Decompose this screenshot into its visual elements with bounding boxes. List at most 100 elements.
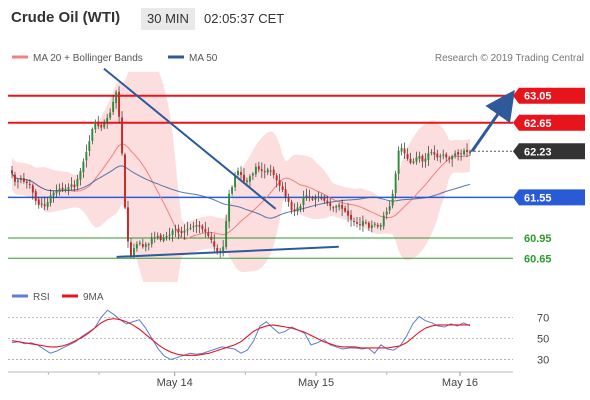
candle-body [112, 101, 115, 112]
candle-body [52, 192, 55, 196]
candle [403, 142, 406, 159]
candle-body [394, 173, 397, 194]
candle [67, 183, 70, 196]
candle [335, 204, 338, 213]
candle [448, 155, 451, 164]
candle-body [397, 150, 400, 174]
candle-body [168, 234, 171, 236]
level-label-62-23: 62.23 [524, 146, 552, 158]
candle-body [124, 154, 126, 208]
level-label-60-95: 60.95 [524, 233, 552, 245]
candle [254, 163, 257, 177]
candle-body [141, 244, 144, 247]
candle [344, 205, 347, 213]
candle-body [248, 176, 251, 182]
candle [31, 183, 34, 200]
candle-body [91, 128, 94, 141]
candle-body [314, 198, 317, 200]
candle [177, 224, 180, 240]
candle [150, 232, 153, 248]
candle-body [454, 153, 457, 156]
candle [135, 241, 138, 252]
candle-body [347, 210, 350, 216]
candle [269, 164, 272, 176]
candle [28, 179, 31, 189]
candle [385, 207, 388, 220]
candle [115, 90, 118, 109]
candle-body [335, 206, 338, 208]
candle-body [317, 196, 320, 198]
candle-body [25, 181, 28, 184]
candle-body [237, 170, 239, 175]
candle [305, 188, 308, 201]
candle-body [43, 204, 46, 207]
candle-body [251, 173, 254, 176]
candle [153, 231, 156, 243]
candle [124, 152, 126, 209]
candle [451, 154, 454, 167]
candle-body [442, 154, 445, 156]
candle [263, 164, 266, 179]
candle [350, 210, 353, 227]
candle-body [451, 156, 454, 160]
candle [454, 150, 457, 159]
candle-body [364, 222, 367, 224]
candle-body [457, 152, 460, 155]
candle-body [150, 238, 153, 245]
candle [34, 189, 37, 205]
candle [88, 135, 91, 157]
candle-body [79, 170, 82, 180]
candle-body [382, 215, 385, 227]
candle [231, 185, 234, 197]
candle-body [367, 222, 370, 228]
candle [272, 166, 275, 179]
x-tick-label: May 15 [298, 377, 334, 389]
trendline-1 [103, 67, 277, 210]
candle-body [207, 232, 210, 236]
rsi-tick-50: 50 [537, 334, 549, 346]
candle-body [144, 244, 147, 248]
candle-body [254, 166, 257, 175]
candle [409, 152, 412, 165]
candle-body [100, 124, 103, 128]
candle-body [127, 207, 129, 242]
candle [326, 195, 329, 207]
level-label-61-55: 61.55 [524, 192, 552, 204]
candle [183, 224, 186, 240]
candle [367, 221, 370, 231]
candle-body [281, 186, 284, 190]
candle-body [379, 225, 382, 227]
candle-body [195, 225, 198, 227]
candle-body [40, 203, 43, 205]
candle [397, 146, 400, 181]
candle-body [376, 224, 379, 227]
candle [112, 94, 115, 115]
candle-body [412, 161, 415, 164]
candle [192, 221, 195, 232]
candle-body [177, 228, 180, 232]
rsi-ma-line [11, 318, 470, 356]
candle-body [171, 230, 174, 235]
candle [296, 202, 299, 216]
candle [463, 148, 466, 156]
candle-body [326, 200, 329, 204]
candle-body [61, 187, 64, 190]
rsi-legend-label: RSI [33, 292, 50, 303]
candle [373, 221, 376, 228]
candle [144, 242, 147, 252]
candle-body [463, 150, 466, 155]
candle-body [388, 206, 391, 211]
x-axis-ticks: May 14 May 15 May 16 [47, 372, 478, 389]
level-label-60-65: 60.65 [524, 253, 552, 265]
candle-body [329, 203, 332, 207]
timeframe-badge[interactable]: 30 MIN [141, 8, 195, 30]
candle-body [58, 188, 61, 192]
candle [370, 220, 373, 233]
candle-body [284, 189, 287, 197]
candle [168, 227, 171, 241]
candle-body [299, 206, 302, 209]
candle-body [424, 158, 427, 162]
candle-body [302, 196, 305, 205]
candle-body [430, 151, 433, 153]
candle [40, 197, 43, 208]
